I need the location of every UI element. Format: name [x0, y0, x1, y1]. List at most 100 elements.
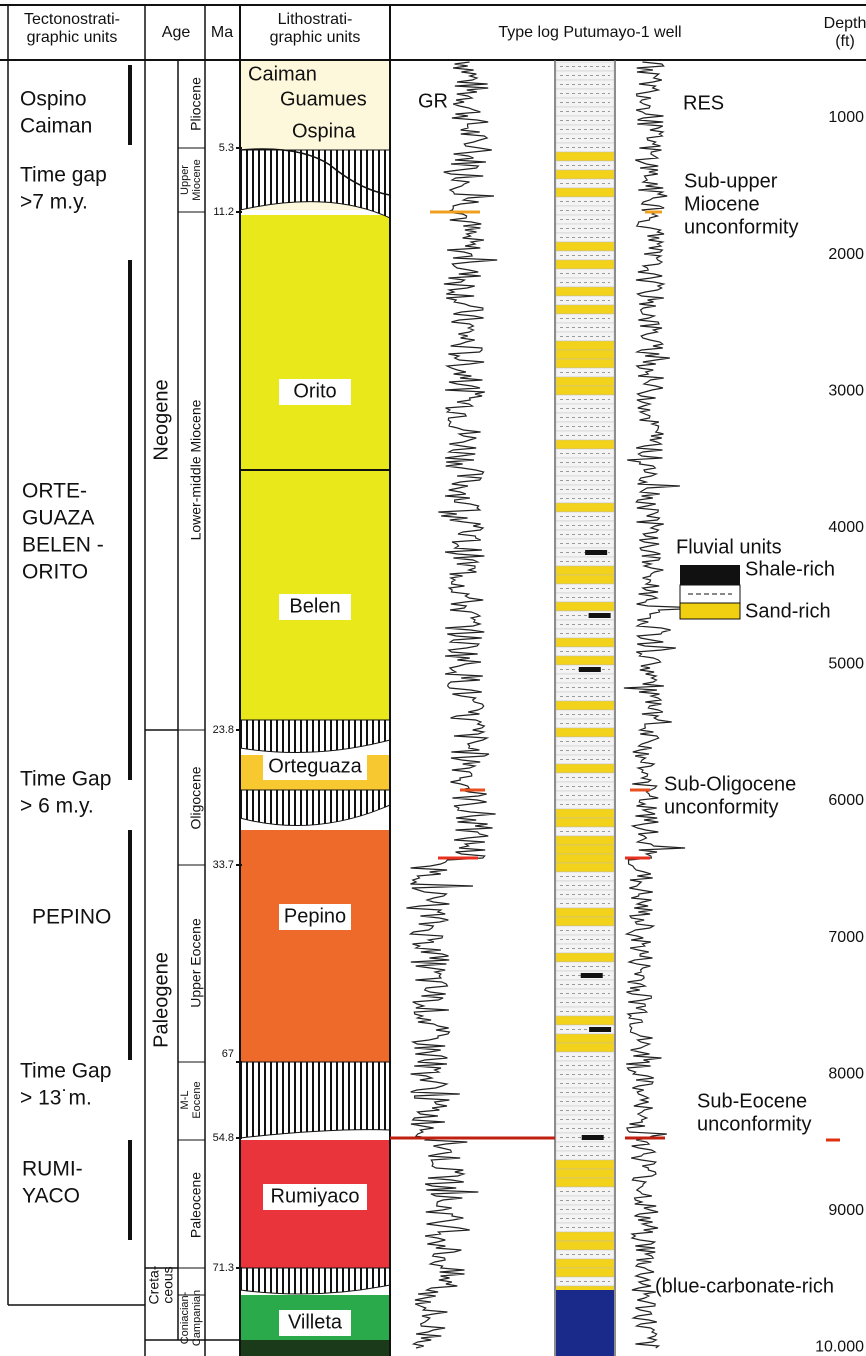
lithology-bed — [556, 836, 614, 845]
depth-label: 10.000 — [815, 1339, 864, 1356]
shale-bed — [589, 1027, 611, 1032]
tectonic-unit: BELEN - — [22, 534, 104, 557]
lithology-bed — [556, 260, 614, 269]
annotation: unconformity — [697, 1113, 812, 1135]
lithostratigraphic-column — [240, 60, 390, 1356]
epoch: Pliocene — [188, 77, 204, 131]
period: Paleogene — [150, 952, 172, 1048]
lithology-bed — [556, 377, 614, 386]
lithology-bed — [556, 386, 614, 395]
lithology-bed — [556, 917, 614, 926]
lithostratigraphic-unit: Belen — [289, 595, 340, 617]
epoch: Miocene — [191, 159, 203, 201]
lithostratigraphic-unit: Caiman — [248, 63, 317, 85]
epoch: Coniacian- — [179, 1291, 191, 1344]
lithology-bed — [556, 701, 614, 710]
lithostratigraphic-unit: Ospina — [292, 120, 356, 142]
lithostratigraphic-unit: Villeta — [288, 1311, 343, 1333]
period: Neogene — [150, 379, 172, 460]
tectonic-unit: PEPINO — [32, 906, 111, 929]
lithostratigraphic-unit: Orito — [293, 380, 336, 402]
depth-label: 6000 — [828, 792, 864, 809]
ma-label: 71.3 — [213, 1262, 234, 1274]
lithology-bed — [556, 953, 614, 962]
depth-label: 2000 — [828, 246, 864, 263]
depth-label: 1000 — [828, 109, 864, 126]
lithology-bed — [556, 809, 614, 818]
shale-bed — [585, 550, 607, 555]
lithology-bed — [556, 1259, 614, 1268]
lithology-bed — [556, 656, 614, 665]
lithology-bed — [556, 1241, 614, 1250]
shale-bed — [581, 973, 603, 978]
lithostratigraphic-unit: Pepino — [284, 905, 346, 927]
annotation: unconformity — [664, 796, 779, 818]
legend-item: Shale-rich — [745, 558, 835, 580]
header-label: graphic units — [27, 29, 118, 46]
header-label: Ma — [211, 24, 233, 41]
tectonic-unit: Caiman — [20, 115, 92, 138]
lithology-bed — [556, 764, 614, 773]
lithology-bed — [556, 242, 614, 251]
annotation: Sub-upper — [684, 170, 778, 192]
lithology-bed — [556, 1268, 614, 1277]
shale-bed — [589, 613, 611, 618]
lithology-bed — [556, 1232, 614, 1241]
lithology-bed — [556, 845, 614, 854]
depth-label: 8000 — [828, 1065, 864, 1082]
shale-bed — [582, 1135, 604, 1140]
tectonic-unit: >7 m.y. — [20, 191, 88, 214]
epoch: Oligocene — [188, 766, 204, 829]
carbonate-zone — [556, 1290, 614, 1356]
lithology-bed — [556, 863, 614, 872]
tectonic-unit: ORITO — [22, 561, 88, 584]
epoch: Eocene — [191, 1081, 203, 1118]
epoch: Campanian — [191, 1290, 203, 1346]
lithology-bed — [556, 1178, 614, 1187]
log-label: GR — [418, 90, 448, 112]
depth-label: 5000 — [828, 656, 864, 673]
header-label: Age — [162, 24, 191, 41]
depth-label: 7000 — [828, 929, 864, 946]
shale-bed — [579, 667, 601, 672]
annotation: Miocene — [684, 193, 760, 215]
epoch: Lower-middle Miocene — [188, 399, 204, 540]
epoch: Upper Eocene — [188, 918, 204, 1008]
tectonic-unit: > 13˙m. — [20, 1087, 92, 1110]
epoch: Paleocene — [188, 1172, 204, 1238]
header-label: Lithostrati- — [278, 11, 353, 28]
lithology-bed — [556, 1160, 614, 1169]
lithology-bed — [556, 188, 614, 197]
ma-label: 33.7 — [213, 859, 234, 871]
lithology-bed — [556, 287, 614, 296]
epoch: M-L — [179, 1091, 191, 1110]
legend-item: Sand-rich — [745, 600, 831, 622]
epoch: Upper — [179, 165, 191, 195]
ma-label: 67 — [222, 1048, 234, 1060]
tectonic-unit: > 6 m.y. — [20, 795, 94, 818]
lithology-bed — [556, 440, 614, 449]
legend-swatches — [680, 565, 740, 619]
header-label: Tectonostrati- — [24, 11, 120, 28]
lithology-bed — [556, 350, 614, 359]
lithostratigraphic-unit: Rumiyaco — [271, 1185, 360, 1207]
res-curve — [624, 62, 703, 1348]
ma-label: 54.8 — [213, 1132, 234, 1144]
depth-label: 4000 — [828, 519, 864, 536]
period: ceous — [160, 1266, 176, 1303]
header-label: Type log Putumayo-1 well — [498, 24, 681, 41]
tectonic-unit: Time Gap — [20, 1060, 111, 1083]
lithology-bed — [556, 728, 614, 737]
lithology-bed — [556, 503, 614, 512]
tectonic-unit: GUAZA — [22, 507, 94, 530]
lithology-bed — [556, 359, 614, 368]
lithology-bed — [556, 818, 614, 827]
ma-label: 5.3 — [219, 142, 234, 154]
ma-label: 23.8 — [213, 724, 234, 736]
lithology-bed — [556, 1016, 614, 1025]
gr-curve — [406, 62, 497, 1348]
lithology-bed — [556, 602, 614, 611]
ma-label: 11.2 — [213, 206, 234, 218]
lithology-bed — [556, 1043, 614, 1052]
lithostratigraphic-unit: Guamues — [280, 88, 367, 110]
